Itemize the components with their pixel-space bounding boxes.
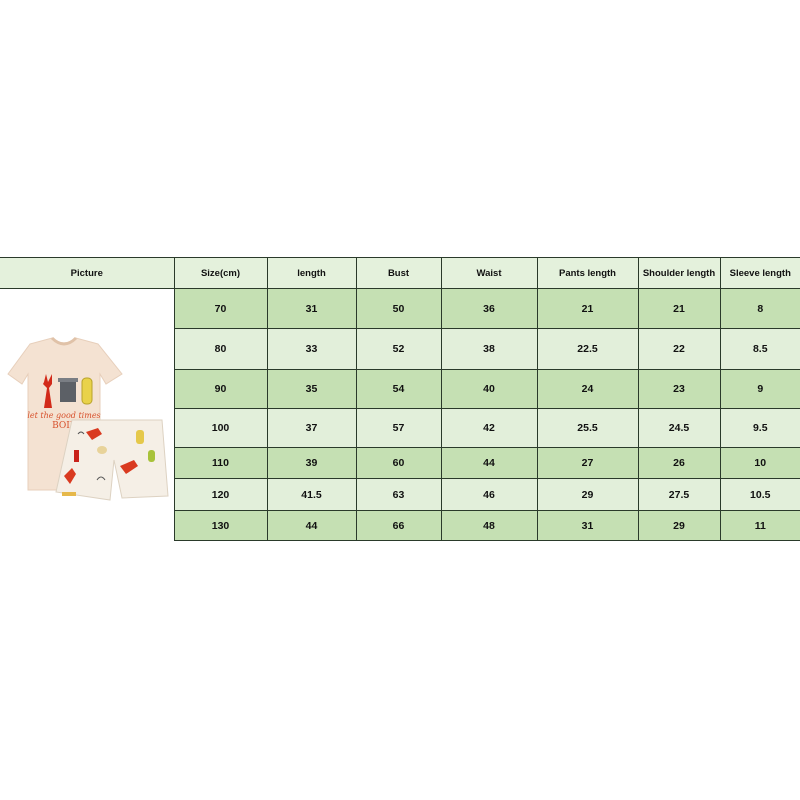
cell-pants-length: 29 [536, 478, 639, 511]
cell-waist: 46 [440, 478, 538, 511]
cell-pants-length: 21 [536, 288, 639, 329]
cell-bust: 60 [355, 447, 442, 479]
shirt-print-text: let the good times [27, 411, 100, 420]
cell-sleeve-length: 8 [719, 288, 800, 329]
header-picture: Picture [0, 257, 175, 289]
cell-pants-length: 25.5 [536, 408, 639, 448]
cell-sleeve-length: 10 [719, 447, 800, 479]
cell-length: 41.5 [266, 478, 357, 511]
cell-size: 120 [173, 478, 268, 511]
cell-bust: 54 [355, 369, 442, 409]
cell-sleeve-length: 9.5 [719, 408, 800, 448]
cell-waist: 40 [440, 369, 538, 409]
header-length: length [266, 257, 357, 289]
product-image: let the good times BOIL [7, 336, 169, 501]
cell-length: 31 [266, 288, 357, 329]
table-row: 110 39 60 44 27 26 10 [0, 447, 800, 479]
cell-size: 130 [173, 510, 268, 541]
cell-pants-length: 24 [536, 369, 639, 409]
cell-bust: 52 [355, 328, 442, 370]
cell-bust: 57 [355, 408, 442, 448]
cell-pants-length: 22.5 [536, 328, 639, 370]
header-sleeve-length: Sleeve length [719, 257, 800, 289]
header-row: Picture Size(cm) length Bust Waist Pants… [0, 257, 800, 289]
cell-shoulder-length: 22 [637, 328, 721, 370]
cell-bust: 63 [355, 478, 442, 511]
cell-pants-length: 31 [536, 510, 639, 541]
cell-length: 33 [266, 328, 357, 370]
header-pants-length: Pants length [536, 257, 639, 289]
cell-waist: 44 [440, 447, 538, 479]
cell-size: 110 [173, 447, 268, 479]
cell-pants-length: 27 [536, 447, 639, 479]
cell-shoulder-length: 24.5 [637, 408, 721, 448]
cell-shoulder-length: 21 [637, 288, 721, 329]
cell-waist: 36 [440, 288, 538, 329]
size-chart-table: Picture Size(cm) length Bust Waist Pants… [0, 257, 800, 541]
cell-waist: 38 [440, 328, 538, 370]
cell-length: 44 [266, 510, 357, 541]
cell-length: 39 [266, 447, 357, 479]
header-waist: Waist [440, 257, 538, 289]
cell-bust: 50 [355, 288, 442, 329]
header-bust: Bust [355, 257, 442, 289]
cell-length: 37 [266, 408, 357, 448]
cell-shoulder-length: 26 [637, 447, 721, 479]
cell-size: 70 [173, 288, 268, 329]
cell-waist: 42 [440, 408, 538, 448]
table-row: 90 35 54 40 24 23 9 [0, 369, 800, 409]
header-shoulder-length: Shoulder length [637, 257, 721, 289]
table-row: 100 37 57 42 25.5 24.5 9.5 [0, 408, 800, 448]
table-row: 130 44 66 48 31 29 11 [0, 510, 800, 541]
shorts [55, 419, 169, 501]
svg-text:BOIL: BOIL [52, 421, 76, 431]
cell-shoulder-length: 29 [637, 510, 721, 541]
cell-sleeve-length: 8.5 [719, 328, 800, 370]
cell-bust: 66 [355, 510, 442, 541]
cell-size: 80 [173, 328, 268, 370]
cell-waist: 48 [440, 510, 538, 541]
cell-size: 90 [173, 369, 268, 409]
header-size: Size(cm) [173, 257, 268, 289]
cell-shoulder-length: 23 [637, 369, 721, 409]
table-row: 80 33 52 38 22.5 22 8.5 [0, 328, 800, 370]
cell-length: 35 [266, 369, 357, 409]
cell-shoulder-length: 27.5 [637, 478, 721, 511]
cell-sleeve-length: 11 [719, 510, 800, 541]
cell-size: 100 [173, 408, 268, 448]
table-row: 120 41.5 63 46 29 27.5 10.5 [0, 478, 800, 511]
cell-sleeve-length: 9 [719, 369, 800, 409]
cell-sleeve-length: 10.5 [719, 478, 800, 511]
